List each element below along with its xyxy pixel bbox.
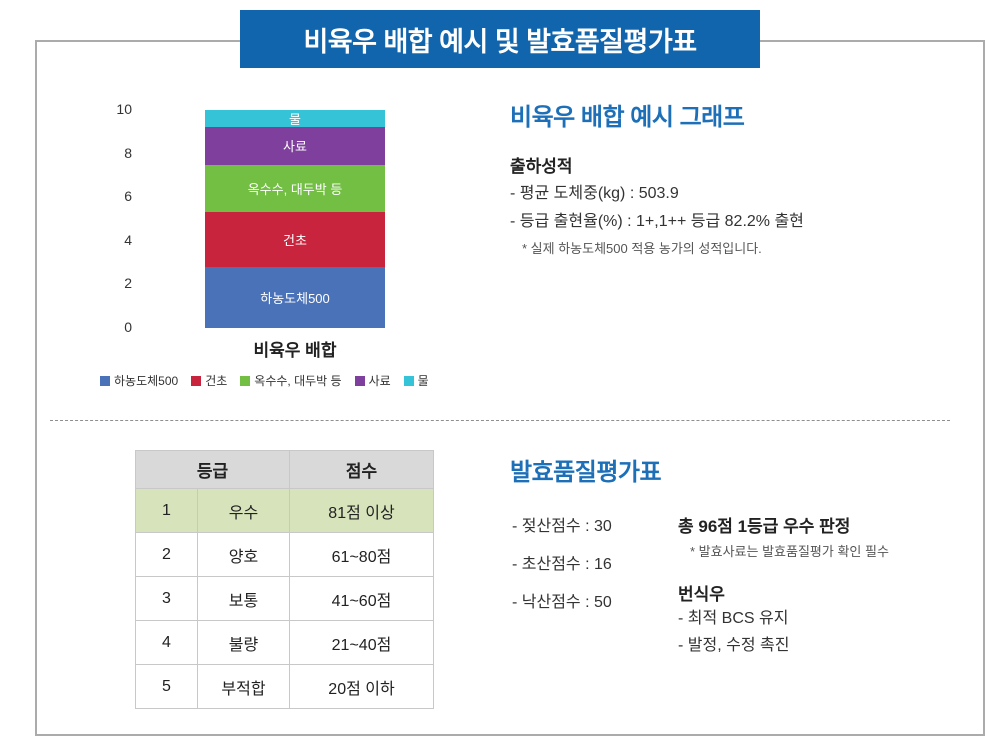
grade-number-cell: 1 — [135, 488, 198, 533]
legend-swatch-icon — [191, 375, 202, 386]
shipment-result-line: - 등급 출현율(%) : 1+,1++ 등급 82.2% 출현 — [510, 213, 804, 230]
fermentation-score-lines: - 젖산점수 : 30 - 초산점수 : 16 - 낙산점수 : 50 — [512, 508, 612, 622]
legend-item-5: 물 — [403, 372, 429, 389]
bar-segment-2: 건초 — [205, 212, 385, 267]
grade-name-cell: 불량 — [197, 620, 290, 665]
score-cell: 20점 이하 — [289, 664, 434, 709]
table-row: 3 보통 41~60점 — [135, 576, 434, 621]
chart-legend: 하농도체500 건초 옥수수, 대두박 등 사료 물 — [100, 372, 520, 389]
score-cell: 21~40점 — [289, 620, 434, 665]
breeding-line: - 최적 BCS 유지 — [678, 610, 789, 627]
legend-label: 하농도체500 — [114, 374, 179, 388]
column-header-score: 점수 — [289, 450, 434, 489]
score-cell: 81점 이상 — [289, 488, 434, 533]
legend-item-2: 건초 — [191, 372, 227, 389]
legend-swatch-icon — [354, 375, 365, 386]
table-row: 4 불량 21~40점 — [135, 620, 434, 665]
legend-swatch-icon — [100, 375, 110, 386]
y-axis: 0 2 4 6 8 10 — [95, 101, 140, 335]
bar-segment-5: 물 — [205, 110, 385, 128]
table-row: 2 양호 61~80점 — [135, 532, 434, 577]
verdict-line: 총 96점 1등급 우수 판정 — [678, 517, 851, 536]
chart-section-heading: 비육우 배합 예시 그래프 — [510, 104, 745, 131]
grade-number-cell: 2 — [135, 532, 198, 577]
fermentation-section-heading: 발효품질평가표 — [510, 459, 662, 486]
grade-number-cell: 5 — [135, 664, 198, 709]
shipment-results-lines: - 평균 도체중(kg) : 503.9 - 등급 출현율(%) : 1+,1++… — [510, 180, 804, 236]
stacked-bar: 하농도체500 건초 옥수수, 대두박 등 사료 물 — [205, 110, 385, 328]
y-tick-label: 6 — [124, 188, 132, 205]
legend-label: 옥수수, 대두박 등 — [254, 374, 342, 388]
table-header-row: 등급 점수 — [135, 450, 434, 489]
legend-label: 건초 — [205, 374, 228, 388]
table-row: 5 부적합 20점 이하 — [135, 664, 434, 709]
breeding-line: - 발정, 수정 촉진 — [678, 637, 790, 654]
breeding-heading: 번식우 — [678, 585, 725, 604]
y-tick-label: 10 — [116, 101, 132, 117]
verdict-note: * 발효사료는 발효품질평가 확인 필수 — [690, 544, 889, 559]
grade-name-cell: 부적합 — [197, 664, 290, 709]
chart-x-label: 비육우 배합 — [253, 341, 337, 360]
breeding-lines: - 최적 BCS 유지 - 발정, 수정 촉진 — [678, 605, 789, 659]
grade-number-cell: 3 — [135, 576, 198, 621]
grade-score-table: 등급 점수 1 우수 81점 이상 2 양호 61~80점 3 보통 41~60점 4 불량 21~4… — [135, 450, 434, 709]
legend-label: 물 — [417, 374, 429, 388]
legend-item-3: 옥수수, 대두박 등 — [240, 372, 342, 389]
page-title: 비육우 배합 예시 및 발효품질평가표 — [303, 26, 697, 57]
y-tick-label: 8 — [124, 144, 132, 161]
grade-name-cell: 양호 — [197, 532, 290, 577]
y-tick-label: 0 — [124, 319, 132, 335]
grade-number-cell: 4 — [135, 620, 198, 665]
bar-segment-3: 옥수수, 대두박 등 — [205, 164, 385, 213]
legend-swatch-icon — [240, 375, 251, 386]
grade-name-cell: 우수 — [197, 488, 290, 533]
legend-item-4: 사료 — [354, 372, 391, 389]
dashed-divider — [50, 420, 950, 421]
bar-segment-4: 사료 — [205, 127, 385, 165]
legend-swatch-icon — [403, 375, 414, 386]
title-banner: 비육우 배합 예시 및 발효품질평가표 — [240, 10, 760, 68]
legend-label: 사료 — [368, 374, 391, 388]
score-cell: 41~60점 — [289, 576, 434, 621]
table-body: 1 우수 81점 이상 2 양호 61~80점 3 보통 41~60점 4 불량 21~40점 5 부적합… — [135, 488, 434, 709]
shipment-results-heading: 출하성적 — [510, 157, 573, 176]
table-row: 1 우수 81점 이상 — [135, 488, 434, 533]
fermentation-score-line: - 젖산점수 : 30 — [512, 518, 612, 535]
y-tick-label: 2 — [124, 275, 132, 292]
legend-item-1: 하농도체500 — [100, 372, 178, 389]
shipment-result-line: - 평균 도체중(kg) : 503.9 — [510, 185, 679, 202]
shipment-note: * 실제 하농도체500 적용 농가의 성적입니다. — [522, 241, 762, 256]
fermentation-score-line: - 낙산점수 : 50 — [512, 594, 612, 611]
bar-segment-1: 하농도체500 — [205, 266, 385, 328]
column-header-grade: 등급 — [135, 450, 290, 489]
score-cell: 61~80점 — [289, 532, 434, 577]
fermentation-score-line: - 초산점수 : 16 — [512, 556, 612, 573]
y-tick-label: 4 — [124, 231, 132, 248]
grade-name-cell: 보통 — [197, 576, 290, 621]
